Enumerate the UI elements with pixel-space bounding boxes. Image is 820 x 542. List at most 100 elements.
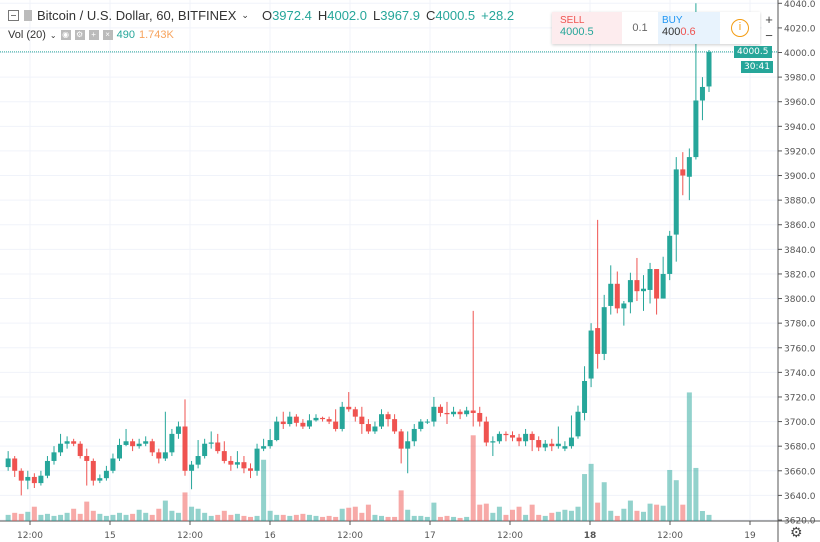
volume-bar <box>215 514 221 521</box>
candle-body <box>202 443 208 457</box>
collapse-icon[interactable] <box>8 10 19 21</box>
buy-button[interactable]: BUY 4000.6 <box>658 12 720 44</box>
candle-body <box>379 414 384 427</box>
time-tick-label: 19 <box>744 531 756 541</box>
candle-body <box>175 426 181 434</box>
candle-body <box>706 51 712 87</box>
chevron-down-icon[interactable]: ⌄ <box>241 10 249 20</box>
candle-body <box>470 410 476 413</box>
volume-bar <box>71 508 77 521</box>
volume-bar <box>601 482 607 521</box>
candle-body <box>444 412 450 415</box>
candle-body <box>562 446 568 449</box>
volume-bar <box>464 516 470 521</box>
settings-gear-icon[interactable]: ⚙ <box>790 524 803 540</box>
volume-bar <box>123 514 129 521</box>
volume-bar <box>130 513 136 521</box>
low-value: 3967.9 <box>380 8 420 23</box>
eye-icon[interactable]: ◉ <box>60 30 71 40</box>
candle-body <box>149 441 155 453</box>
candle-body <box>215 442 221 452</box>
price-tick-label: 3900.0 <box>784 172 816 182</box>
candle-body <box>293 416 299 423</box>
volume-bar <box>647 503 653 521</box>
candle-body <box>156 452 162 459</box>
price-tick-label: 3820.0 <box>784 270 816 280</box>
symbol-title[interactable]: Bitcoin / U.S. Dollar, 60, BITFINEX <box>37 8 237 23</box>
volume-bar <box>300 513 306 521</box>
volume-bar <box>274 514 280 521</box>
low-label: L <box>373 8 381 23</box>
quantity-field[interactable]: 0.1 <box>632 22 648 34</box>
zoom-out-button[interactable]: − <box>765 28 773 43</box>
volume-bar <box>431 502 437 521</box>
volume-bar <box>202 512 208 521</box>
candle-body <box>228 460 234 465</box>
volume-bar <box>90 510 96 521</box>
candle-body <box>483 421 489 443</box>
candle-body <box>326 419 332 422</box>
candle-body <box>189 464 195 471</box>
volume-bar <box>228 514 234 521</box>
price-tick-label: 3920.0 <box>784 147 816 157</box>
candle-body <box>306 420 312 427</box>
price-tick-label: 3700.0 <box>784 418 816 428</box>
volume-label[interactable]: Vol (20) <box>8 29 46 41</box>
candle-body <box>333 421 339 429</box>
volume-bar <box>156 508 162 521</box>
volume-bar <box>195 508 201 521</box>
volume-bar <box>542 515 548 521</box>
candle-body <box>90 460 96 481</box>
volume-bar <box>437 516 443 521</box>
zoom-in-button[interactable]: + <box>765 12 773 27</box>
candle-body <box>195 456 201 465</box>
price-tick-label: 3800.0 <box>784 295 816 305</box>
time-tick-label: 12:00 <box>337 531 363 541</box>
time-tick-label: 12:00 <box>657 531 683 541</box>
buy-price-main: 400 <box>662 26 681 38</box>
price-tick-label: 3960.0 <box>784 98 816 108</box>
open-label: O <box>261 8 273 23</box>
time-tick-label: 15 <box>104 531 115 541</box>
volume-bar <box>306 514 312 521</box>
candle-body <box>405 441 411 449</box>
close-icon[interactable]: × <box>102 30 113 40</box>
candle-body <box>601 307 607 354</box>
price-tick-label: 3680.0 <box>784 443 816 453</box>
volume-bar <box>25 511 31 521</box>
volume-bar <box>621 508 627 521</box>
volume-bar <box>221 510 227 521</box>
info-button[interactable]: i <box>720 12 760 44</box>
volume-bar <box>529 504 535 521</box>
volume-bar <box>5 514 11 521</box>
info-icon: i <box>731 19 749 37</box>
candle-body <box>274 421 280 441</box>
chevron-down-icon[interactable]: ⌄ <box>49 30 57 40</box>
candle-body <box>660 273 666 299</box>
volume-bar <box>58 514 64 521</box>
candle-body <box>654 269 660 299</box>
add-icon[interactable]: + <box>88 30 99 40</box>
candle-body <box>411 428 417 442</box>
volume-bar <box>588 463 594 521</box>
time-tick-label: 12:00 <box>177 531 203 541</box>
candle-body <box>280 421 286 425</box>
volume-bar <box>483 503 489 521</box>
volume-bar <box>280 514 286 521</box>
candle-body <box>523 433 529 442</box>
volume-bar <box>339 508 345 521</box>
candle-body <box>536 440 542 448</box>
sell-button[interactable]: SELL 4000.5 <box>552 12 622 44</box>
volume-bar <box>523 514 529 521</box>
price-tick-label: 3640.0 <box>784 492 816 502</box>
candle-body <box>58 443 64 453</box>
candle-body <box>38 475 44 484</box>
price-tick-label: 3980.0 <box>784 74 816 84</box>
candle-body <box>313 417 319 421</box>
candle-body <box>300 422 306 427</box>
buy-price-tail: 0.6 <box>680 26 696 38</box>
volume-bar <box>31 506 37 521</box>
settings-icon[interactable]: ⚙ <box>74 30 85 40</box>
candle-body <box>117 444 122 459</box>
